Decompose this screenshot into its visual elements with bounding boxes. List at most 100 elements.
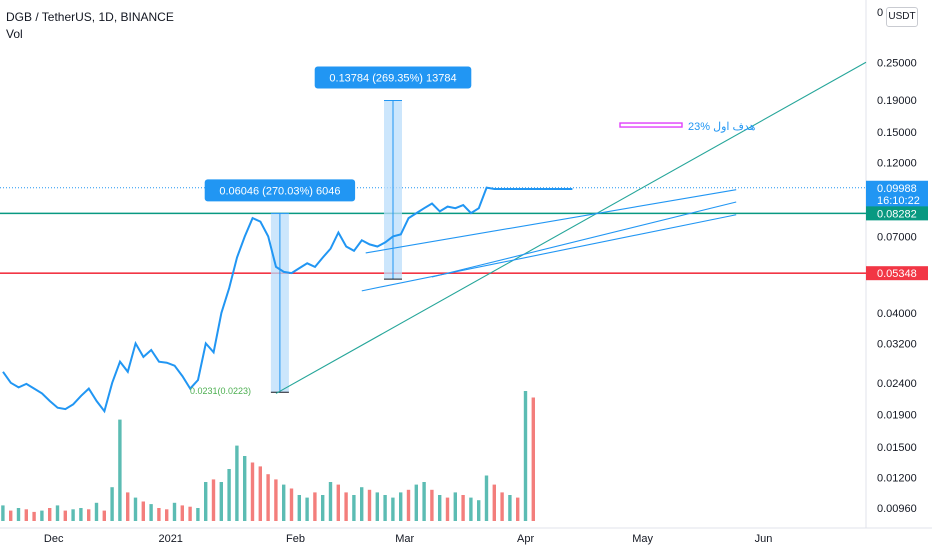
time-tick-label: Dec <box>44 533 64 545</box>
volume-bar <box>305 497 309 521</box>
volume-bar <box>16 508 21 521</box>
measure-label-box <box>314 66 472 89</box>
volume-bar <box>414 484 418 521</box>
volume-bar <box>484 475 489 521</box>
price-tick-label: 0.04000 <box>877 308 917 320</box>
volume-bar <box>87 509 91 521</box>
volume-bar <box>500 492 504 521</box>
volume-bar <box>211 479 216 521</box>
volume-bar <box>118 419 122 521</box>
volume-bar <box>24 509 28 521</box>
volume-bar <box>328 482 333 521</box>
volume-indicator-label: Vol <box>6 27 23 41</box>
volume-bar <box>165 509 169 521</box>
time-tick-label: May <box>632 533 653 545</box>
price-tick-label: 0.01200 <box>877 473 917 485</box>
measure-label: 0.06046 (270.03%) 6046 <box>219 185 340 197</box>
trend-line <box>365 189 737 254</box>
target-label: هدف اول %23 <box>688 121 756 133</box>
chart-legend: DGB / TetherUS, 1D, BINANCE Vol <box>6 9 174 43</box>
volume-bar <box>274 479 278 521</box>
volume-bar <box>219 482 223 521</box>
volume-bar <box>188 506 192 521</box>
price-tick-label: 0.12000 <box>877 158 917 170</box>
volume-bar <box>422 482 426 521</box>
volume-bar <box>235 445 239 521</box>
target-marker <box>619 122 683 128</box>
volume-bar <box>180 505 184 521</box>
volume-bar <box>40 510 44 521</box>
price-tick-label: 0.19000 <box>877 95 917 107</box>
volume-bar <box>438 495 442 521</box>
volume-bar <box>492 484 496 521</box>
volume-bar <box>531 397 535 521</box>
support-price-badge-box <box>866 206 928 221</box>
volume-bar <box>375 492 379 521</box>
time-tick-label: 2021 <box>158 533 182 545</box>
volume-bar <box>63 510 67 521</box>
volume-bar <box>55 505 60 521</box>
volume-bar <box>9 510 13 521</box>
price-axis-fragment: 0 <box>877 7 884 19</box>
volume-bar <box>79 508 83 521</box>
time-tick-label: Feb <box>286 533 305 545</box>
price-tick-label: 0.03200 <box>877 338 917 350</box>
price-tick-label: 0.15000 <box>877 127 917 139</box>
volume-bar <box>141 501 145 521</box>
volume-bar <box>523 391 528 521</box>
volume-bar <box>399 492 403 521</box>
volume-bar <box>445 497 450 521</box>
price-tick-label: 0.07000 <box>877 231 917 243</box>
volume-bar <box>469 497 473 521</box>
volume-bar <box>352 495 356 521</box>
resistance-price-badge: 0.05348 <box>877 268 917 280</box>
trend-line <box>275 61 867 394</box>
volume-bar <box>149 504 153 521</box>
volume-bar <box>71 509 75 521</box>
volume-bar <box>508 495 512 521</box>
volume-bar <box>516 497 520 521</box>
volume-bar <box>172 502 177 521</box>
price-tick-label: 0.00960 <box>877 503 917 515</box>
volume-bar <box>289 488 294 521</box>
price-tick-label: 0.01900 <box>877 410 917 422</box>
time-tick-label: Mar <box>395 533 414 545</box>
volume-bar <box>297 495 301 521</box>
volume-bar <box>367 489 372 521</box>
volume-bar <box>94 502 99 521</box>
volume-bar <box>110 487 114 521</box>
price-tick-label: 0.25000 <box>877 57 917 69</box>
trend-line <box>431 201 737 278</box>
resistance-price-badge-box <box>866 266 928 281</box>
volume-bar <box>406 489 411 521</box>
volume-bar <box>258 466 262 521</box>
price-tick-label: 0.02400 <box>877 378 917 390</box>
currency-button[interactable]: USDT <box>886 7 918 27</box>
volume-bar <box>196 508 200 521</box>
last-price-badge-box <box>866 180 928 207</box>
volume-bar <box>477 500 481 521</box>
volume-bar <box>32 511 36 521</box>
trend-line <box>361 214 737 292</box>
last-price-badge: 0.09988 <box>877 183 917 195</box>
volume-bar <box>133 497 138 521</box>
volume-bar <box>336 484 340 521</box>
volume-bar <box>321 495 325 521</box>
volume-bar <box>126 492 130 521</box>
volume-bar <box>360 487 364 521</box>
measure-label-box <box>204 179 356 202</box>
volume-bar <box>391 497 395 521</box>
countdown-label: 16:10:22 <box>877 195 920 207</box>
time-tick-label: Jun <box>755 533 773 545</box>
volume-bar <box>282 484 286 521</box>
volume-bar <box>157 508 161 521</box>
volume-bar <box>313 492 317 521</box>
volume-bar <box>227 469 231 521</box>
volume-bar <box>430 489 434 521</box>
measure-label: 0.13784 (269.35%) 13784 <box>329 72 456 84</box>
support-price-badge: 0.08282 <box>877 208 917 220</box>
price-axis-panel <box>866 0 932 528</box>
time-tick-label: Apr <box>517 533 534 545</box>
volume-bar <box>383 495 387 521</box>
